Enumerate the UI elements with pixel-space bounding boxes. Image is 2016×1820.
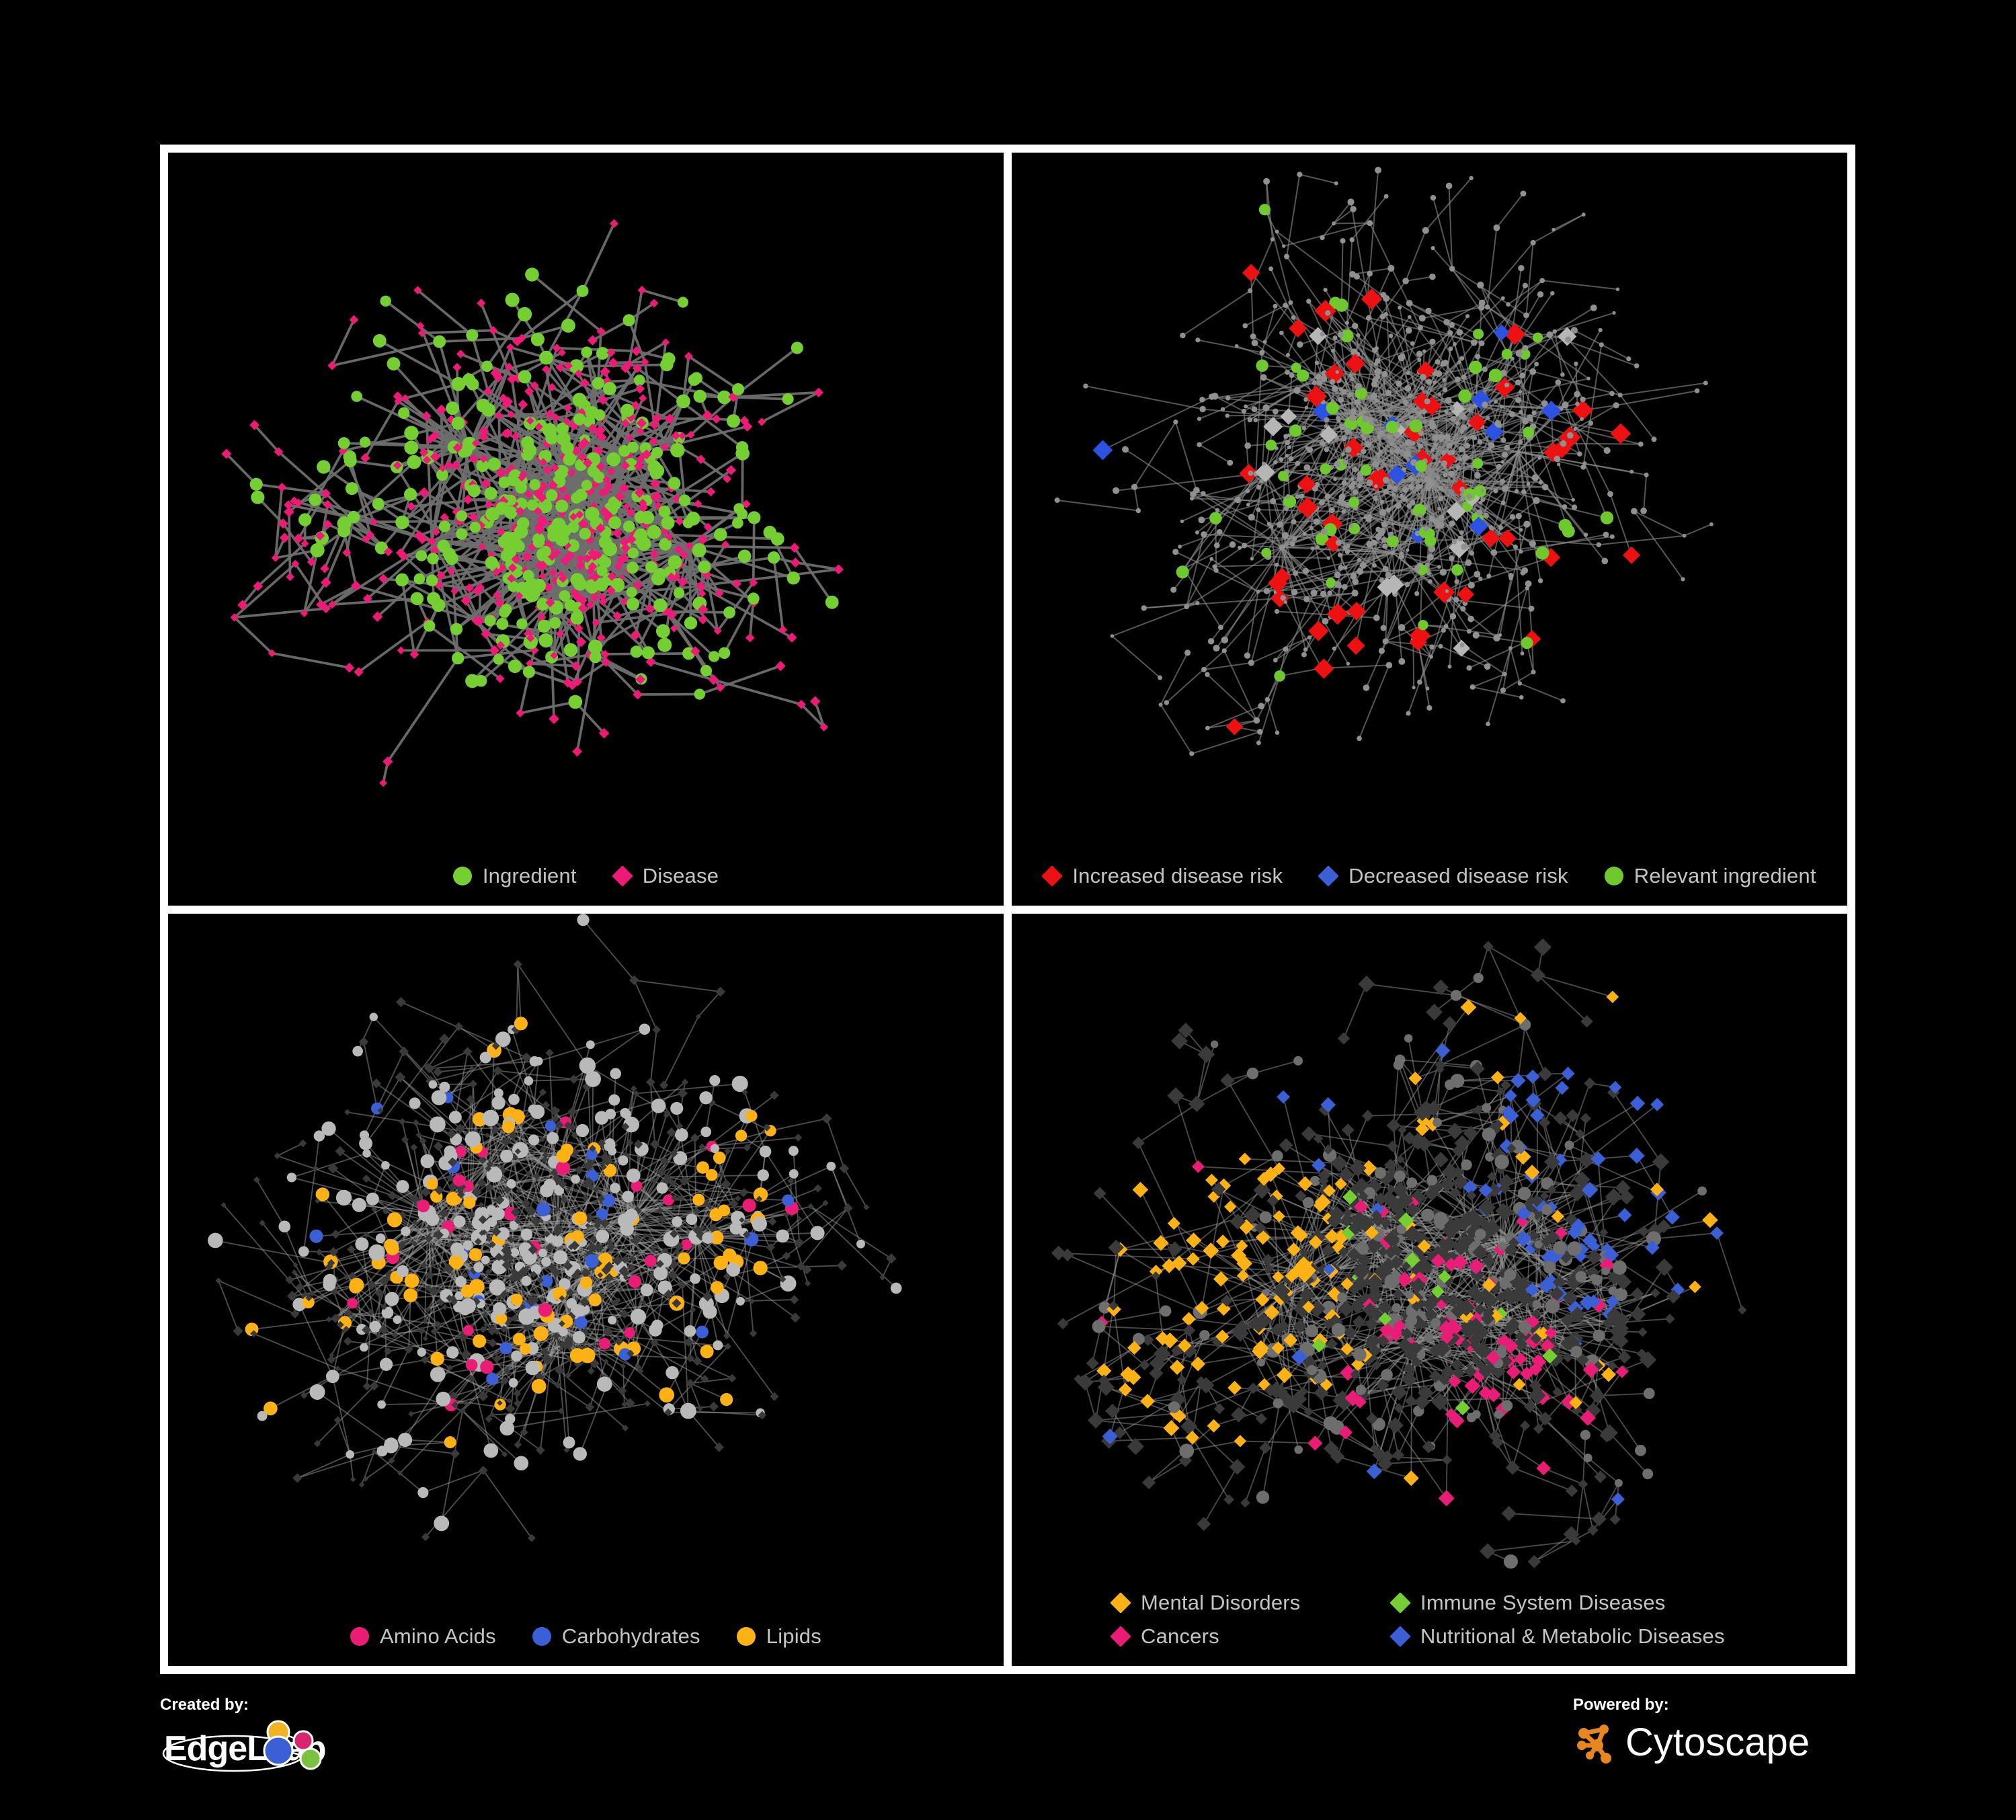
legend-label: Carbohydrates [561,1624,700,1648]
legend-swatch-diamond-icon [1389,1592,1411,1614]
legend-label: Ingredient [482,863,577,887]
legend-label: Relevant ingredient [1634,863,1816,887]
created-by-branding: Created by: EdgeLeap [160,1696,335,1776]
legend-disease-risk: Increased disease risk Decreased disease … [1012,864,1847,888]
legend-ingredient-class: Amino Acids Carbohydrates Lipids [168,1624,1004,1649]
network-canvas-ingredient-class[interactable] [168,913,1004,1667]
edgeleap-node-cluster [263,1720,322,1770]
figure-panel-grid: Ingredient Disease Increased disease risk… [160,145,1855,1674]
figure-footer: Created by: EdgeLeap Powered by: [160,1688,1855,1809]
panel-disease-risk[interactable]: Increased disease risk Decreased disease … [1012,153,1847,906]
legend-swatch-circle-icon [452,866,472,885]
legend-item: Amino Acids [350,1624,496,1649]
legend-item: Mental Disorders [1110,1591,1367,1615]
legend-swatch-circle-icon [1604,866,1623,885]
legend-label: Immune System Diseases [1420,1591,1666,1614]
legend-disease-class: Mental Disorders Immune System Diseases Ca… [1012,1591,1847,1649]
legend-item: Carbohydrates [532,1624,700,1649]
legend-swatch-circle-icon [532,1627,551,1646]
legend-item: Immune System Diseases [1389,1591,1665,1615]
legend-item: Lipids [736,1624,821,1649]
network-canvas-ingredient-disease[interactable] [168,153,1004,906]
legend-swatch-diamond-icon [1110,1592,1131,1614]
legend-label: Cancers [1141,1624,1219,1648]
legend-swatch-diamond-icon [1389,1626,1411,1647]
legend-label: Lipids [766,1624,821,1648]
legend-swatch-diamond-icon [1041,865,1063,887]
legend-item: Increased disease risk [1041,863,1283,888]
legend-ingredient-disease: Ingredient Disease [168,864,1004,888]
legend-label: Decreased disease risk [1348,863,1568,887]
edgeleap-logo: EdgeLeap [162,1720,327,1772]
network-canvas-disease-risk[interactable] [1012,153,1847,906]
panel-ingredient-disease[interactable]: Ingredient Disease [168,153,1004,906]
legend-label: Disease [642,863,719,887]
legend-label: Amino Acids [380,1624,496,1648]
panel-disease-class[interactable]: Mental Disorders Immune System Diseases Ca… [1012,913,1847,1667]
cytoscape-wordmark: Cytoscape [1625,1720,1810,1764]
legend-swatch-diamond-icon [611,865,633,887]
legend-item: Relevant ingredient [1604,863,1816,888]
legend-item: Ingredient [452,863,577,888]
legend-item: Cancers [1110,1624,1367,1649]
cytoscape-icon [1577,1725,1611,1764]
legend-item: Nutritional & Metabolic Diseases [1389,1624,1724,1649]
legend-swatch-circle-icon [350,1627,370,1646]
created-by-kicker: Created by: [160,1696,249,1714]
legend-label: Nutritional & Metabolic Diseases [1420,1624,1725,1648]
legend-swatch-diamond-icon [1110,1626,1131,1647]
network-canvas-disease-class[interactable] [1012,914,1847,1667]
legend-item: Disease [611,863,719,888]
legend-swatch-circle-icon [736,1627,756,1646]
legend-item: Decreased disease risk [1318,863,1568,888]
legend-swatch-diamond-icon [1318,865,1339,887]
powered-by-kicker: Powered by: [1573,1696,1669,1714]
powered-by-branding: Powered by: [1573,1696,1855,1767]
legend-label: Increased disease risk [1072,863,1283,887]
panel-ingredient-class[interactable]: Amino Acids Carbohydrates Lipids [168,913,1004,1667]
legend-label: Mental Disorders [1141,1591,1301,1614]
